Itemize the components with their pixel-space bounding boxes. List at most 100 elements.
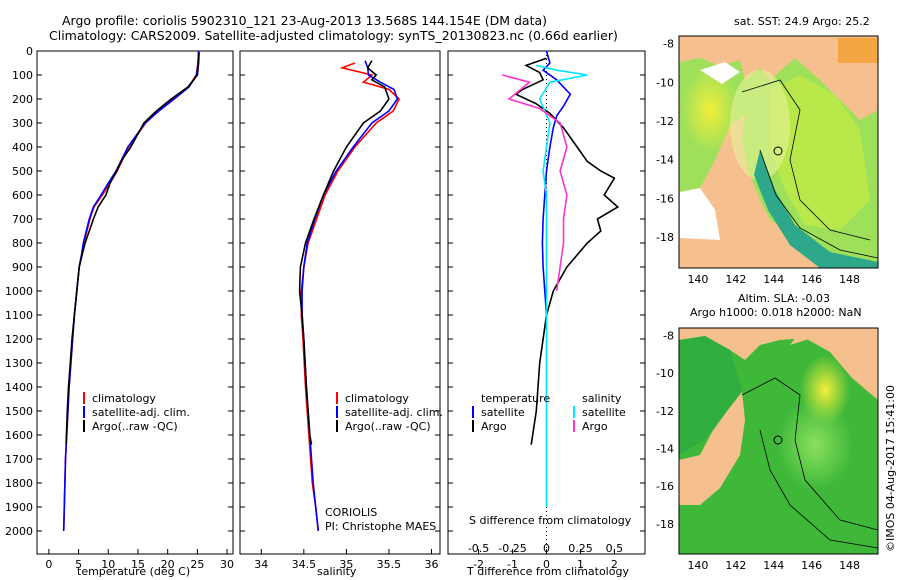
difference-series-group: [502, 51, 620, 507]
series-line-s-argo: [502, 74, 568, 292]
sst-coastline: [759, 149, 878, 259]
map-xtick-label: 146: [801, 559, 822, 572]
ytick-label: 1100: [5, 309, 33, 322]
xtick-label: 36: [424, 558, 438, 571]
sla-argo-position-marker: [773, 435, 783, 445]
map-xtick-label: 148: [839, 559, 860, 572]
ytick-label: 1700: [5, 453, 33, 466]
map-xtick-label: 142: [725, 559, 746, 572]
xtick-label: 10: [101, 558, 115, 571]
xtick-label: 34.5: [292, 558, 317, 571]
legend-label-s-argo: Argo: [582, 420, 608, 433]
xtick-label: 2: [611, 558, 618, 571]
map-xtick-label: 140: [687, 559, 708, 572]
sst-cloud-mask: [700, 62, 740, 84]
xtick-label: 0: [45, 558, 52, 571]
temperature-legend: climatology satellite-adj. clim. Argo(..…: [83, 392, 190, 433]
ytick-label: 1900: [5, 501, 33, 514]
temperature-xlabel: temperature (deg C): [77, 565, 190, 578]
sst-warm-patch: [730, 70, 790, 180]
difference-legend: temperature satellite Argo salinity sate…: [469, 392, 632, 527]
sst-warm-region: [770, 75, 870, 230]
series-line-s-satellite: [536, 64, 588, 507]
map-ytick-label: -14: [656, 154, 674, 167]
ytick-label: 1500: [5, 405, 33, 418]
xtick-label: 25: [190, 558, 204, 571]
sla-coastline: [759, 429, 878, 549]
top-axis-label: S difference from climatology: [469, 514, 632, 527]
sst-cool-coastal: [754, 150, 878, 268]
xtick-label: 15: [131, 558, 145, 571]
legend-title-temperature: temperature: [481, 392, 550, 405]
ytick-label: 300: [12, 117, 33, 130]
sst-map-title: sat. SST: 24.9 Argo: 25.2: [734, 15, 870, 28]
coriolis-annotation: CORIOLIS: [325, 506, 377, 519]
map-ytick-label: -8: [663, 330, 674, 343]
salinity-axes-frame: [239, 50, 441, 555]
legend-label-satellite: satellite-adj. clim.: [345, 406, 443, 419]
xtick-label: 0: [543, 558, 550, 571]
sst-map-frame: [678, 35, 879, 269]
salinity-legend: climatology satellite-adj. clim. Argo(..…: [325, 392, 443, 533]
sla-isobath: [741, 377, 878, 531]
top-xtick-label: 0.25: [568, 542, 593, 555]
figure-title-line1: Argo profile: coriolis 5902310_121 23-Au…: [62, 13, 548, 28]
ytick-label: 100: [12, 69, 33, 82]
legend-label-t-satellite: satellite: [481, 406, 525, 419]
legend-title-salinity: salinity: [582, 392, 622, 405]
map-ytick-label: -10: [656, 76, 674, 89]
top-xtick-label: -0.5: [468, 542, 489, 555]
xtick-label: -2: [473, 558, 484, 571]
map-ytick-label: -14: [656, 443, 674, 456]
xtick-label: 5: [75, 558, 82, 571]
sla-mid-patch: [777, 400, 853, 490]
ytick-label: 1000: [5, 285, 33, 298]
sst-cloud-mask: [680, 188, 720, 240]
map-xtick-label: 144: [763, 273, 784, 286]
salinity-xlabel: salinity: [317, 565, 357, 578]
map-ytick-label: -18: [656, 518, 674, 531]
ytick-label: 600: [12, 189, 33, 202]
sla-map: [679, 328, 878, 554]
legend-label-climatology: climatology: [345, 392, 409, 405]
sst-hot-patch: [682, 68, 738, 152]
top-xtick-label: 0: [543, 542, 550, 555]
map-xtick-label: 148: [839, 273, 860, 286]
ytick-label: 1200: [5, 333, 33, 346]
legend-label-climatology: climatology: [92, 392, 156, 405]
xtick-label: 30: [220, 558, 234, 571]
xtick-label: 34: [254, 558, 268, 571]
salinity-series-group: [298, 60, 401, 532]
temperature-axes-frame: [36, 50, 234, 555]
series-line-climatology: [300, 62, 401, 532]
sla-map-title-line1: Altim. SLA: -0.03: [738, 292, 830, 305]
sla-map-frame: [678, 327, 879, 555]
legend-label-argo: Argo(..raw -QC): [92, 420, 178, 433]
map-ytick-label: -12: [656, 405, 674, 418]
temperature-series-group: [62, 51, 200, 532]
sla-map-title-line2: Argo h1000: 0.018 h2000: NaN: [690, 306, 862, 319]
figure-title-line2: Climatology: CARS2009. Satellite-adjuste…: [49, 28, 618, 43]
ytick-label: 1800: [5, 477, 33, 490]
sst-argo-position-marker: [773, 146, 783, 156]
ytick-label: 500: [12, 165, 33, 178]
series-line-argo: [298, 60, 390, 445]
sst-hot-corner: [838, 38, 878, 63]
xtick-label: 35.5: [377, 558, 402, 571]
map-ytick-label: -18: [656, 231, 674, 244]
legend-label-satellite: satellite-adj. clim.: [92, 406, 190, 419]
top-xtick-label: -0.25: [498, 542, 526, 555]
ytick-label: 1400: [5, 381, 33, 394]
xtick-label: 20: [161, 558, 175, 571]
ytick-label: 700: [12, 213, 33, 226]
pi-annotation: PI: Christophe MAES: [325, 520, 436, 533]
map-xtick-label: 144: [763, 559, 784, 572]
series-line-t-argo: [514, 57, 620, 445]
legend-label-argo: Argo(..raw -QC): [345, 420, 431, 433]
ytick-label: 2000: [5, 525, 33, 538]
legend-label-t-argo: Argo: [481, 420, 507, 433]
ytick-label: 1300: [5, 357, 33, 370]
ytick-label: 800: [12, 237, 33, 250]
series-line-t-satellite: [541, 51, 572, 316]
